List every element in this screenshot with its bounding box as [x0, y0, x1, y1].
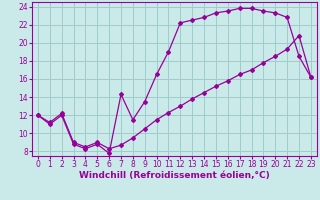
X-axis label: Windchill (Refroidissement éolien,°C): Windchill (Refroidissement éolien,°C)	[79, 171, 270, 180]
